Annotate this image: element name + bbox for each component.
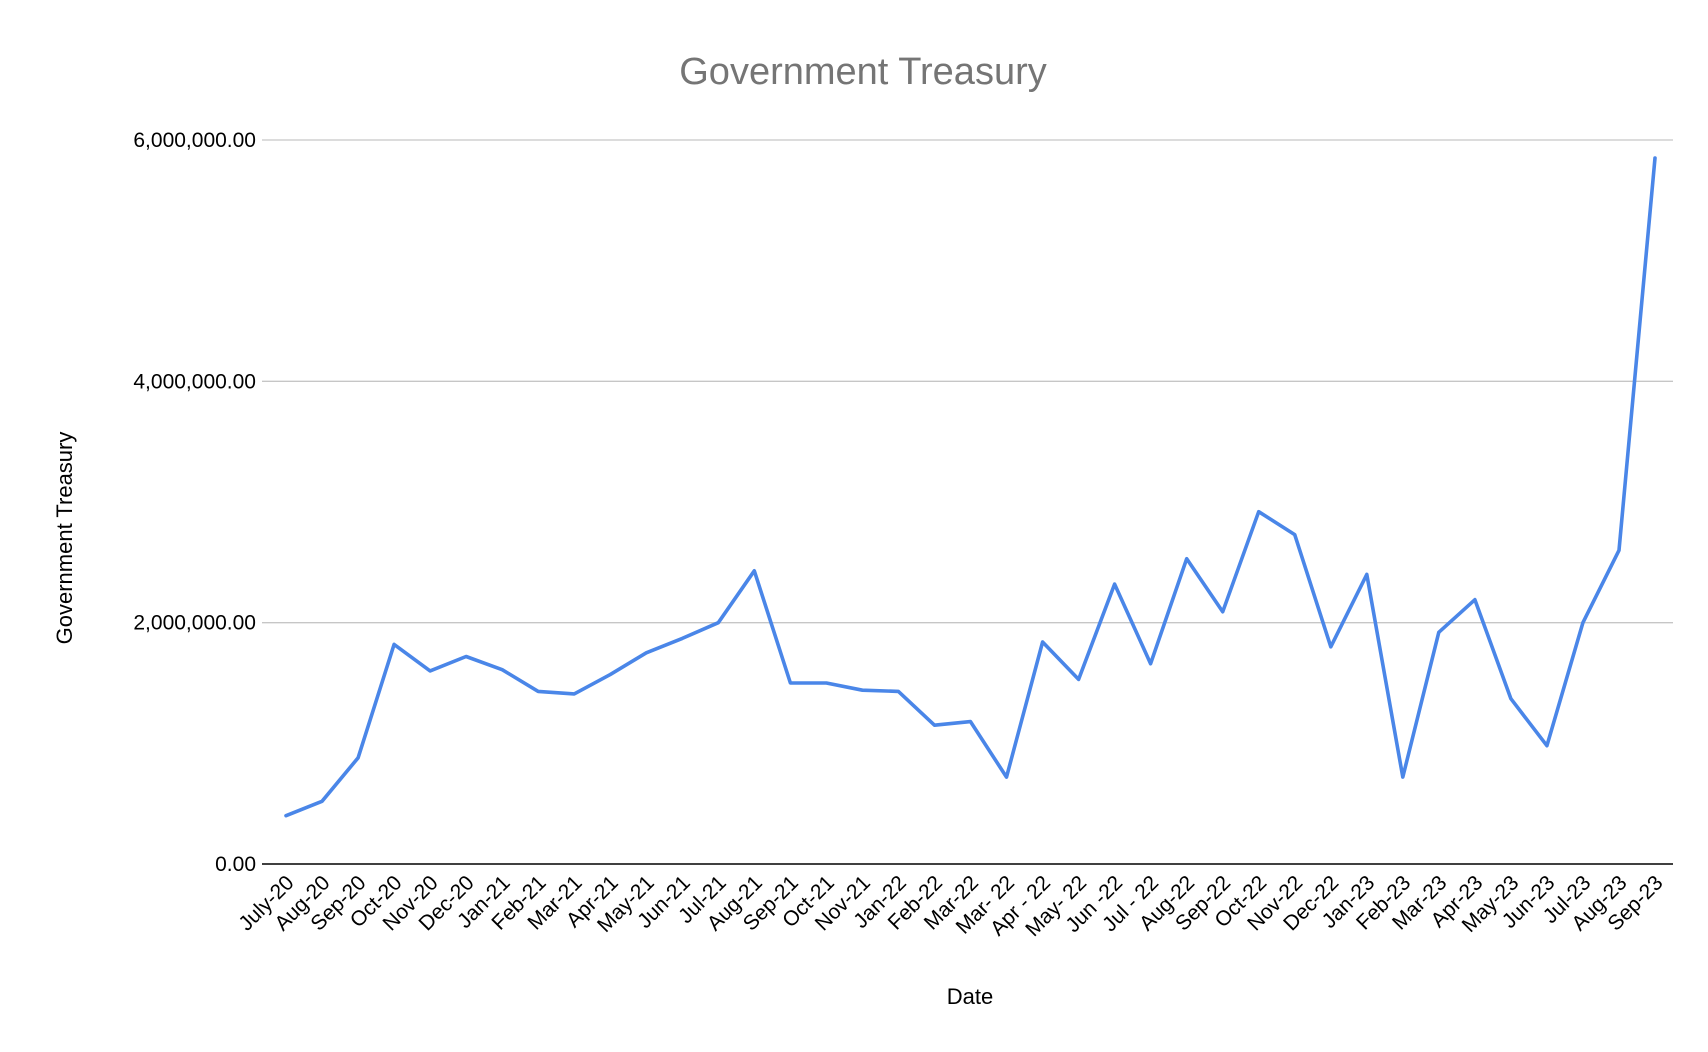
y-tick-label: 0.00 xyxy=(215,853,256,876)
chart-title: Government Treasury xyxy=(679,51,1046,93)
y-tick-label: 2,000,000.00 xyxy=(133,612,256,635)
y-axis-ticks: 0.00 2,000,000.00 4,000,000.00 6,000,000.00 xyxy=(133,129,256,876)
grid-lines xyxy=(262,139,1673,624)
y-tick-label: 6,000,000.00 xyxy=(133,129,256,152)
y-tick-label: 4,000,000.00 xyxy=(133,370,256,393)
y-axis-title: Government Treasury xyxy=(52,432,77,645)
series-line xyxy=(284,156,1657,818)
x-axis-ticks: July-20Aug-20Sep-20Oct-20Nov-20Dec-20Jan… xyxy=(234,871,1667,941)
x-axis-title: Date xyxy=(947,984,993,1009)
